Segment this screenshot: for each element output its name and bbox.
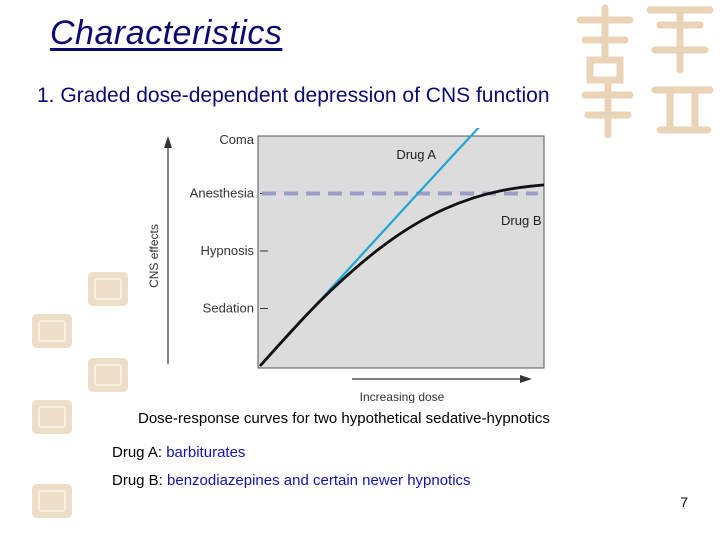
y-tick-label-sedation: Sedation bbox=[203, 301, 254, 316]
y-axis-label: CNS effects bbox=[147, 224, 161, 288]
page-number: 7 bbox=[680, 494, 688, 510]
calligraphy-watermark bbox=[576, 4, 714, 139]
dose-response-chart: CNS effects Increasing dose Sedation Hypn… bbox=[147, 128, 545, 403]
drug-a-line: Drug A: barbiturates bbox=[112, 444, 245, 461]
seal-decoration bbox=[88, 272, 128, 306]
series-label-drug-a: Drug A bbox=[396, 147, 436, 162]
seal-decoration bbox=[32, 484, 72, 518]
y-tick-label-coma: Coma bbox=[219, 132, 254, 147]
slide-subtitle: 1. Graded dose-dependent depression of C… bbox=[37, 84, 550, 107]
chart-caption: Dose-response curves for two hypothetica… bbox=[138, 410, 550, 427]
seal-decoration bbox=[88, 358, 128, 392]
x-axis-arrow bbox=[520, 375, 532, 383]
drug-a-label: Drug A: bbox=[112, 444, 167, 461]
drug-b-label: Drug B: bbox=[112, 472, 168, 489]
drug-b-value: benzodiazepines and certain newer hypnot… bbox=[167, 472, 471, 489]
drug-a-value: barbiturates bbox=[166, 444, 246, 461]
plot-background bbox=[257, 135, 545, 369]
series-line-drug-b bbox=[258, 183, 545, 367]
x-axis-label: Increasing dose bbox=[360, 390, 445, 403]
y-tick-label-hypnosis: Hypnosis bbox=[201, 243, 255, 258]
y-tick-label-anesthesia: Anesthesia bbox=[190, 186, 255, 201]
y-axis-arrow bbox=[164, 136, 172, 148]
series-label-drug-b: Drug B bbox=[501, 213, 541, 228]
slide-title: Characteristics bbox=[50, 14, 283, 52]
seal-decoration bbox=[32, 314, 72, 348]
seal-decoration bbox=[32, 400, 72, 434]
drug-b-line: Drug B: benzodiazepines and certain newe… bbox=[112, 472, 471, 489]
